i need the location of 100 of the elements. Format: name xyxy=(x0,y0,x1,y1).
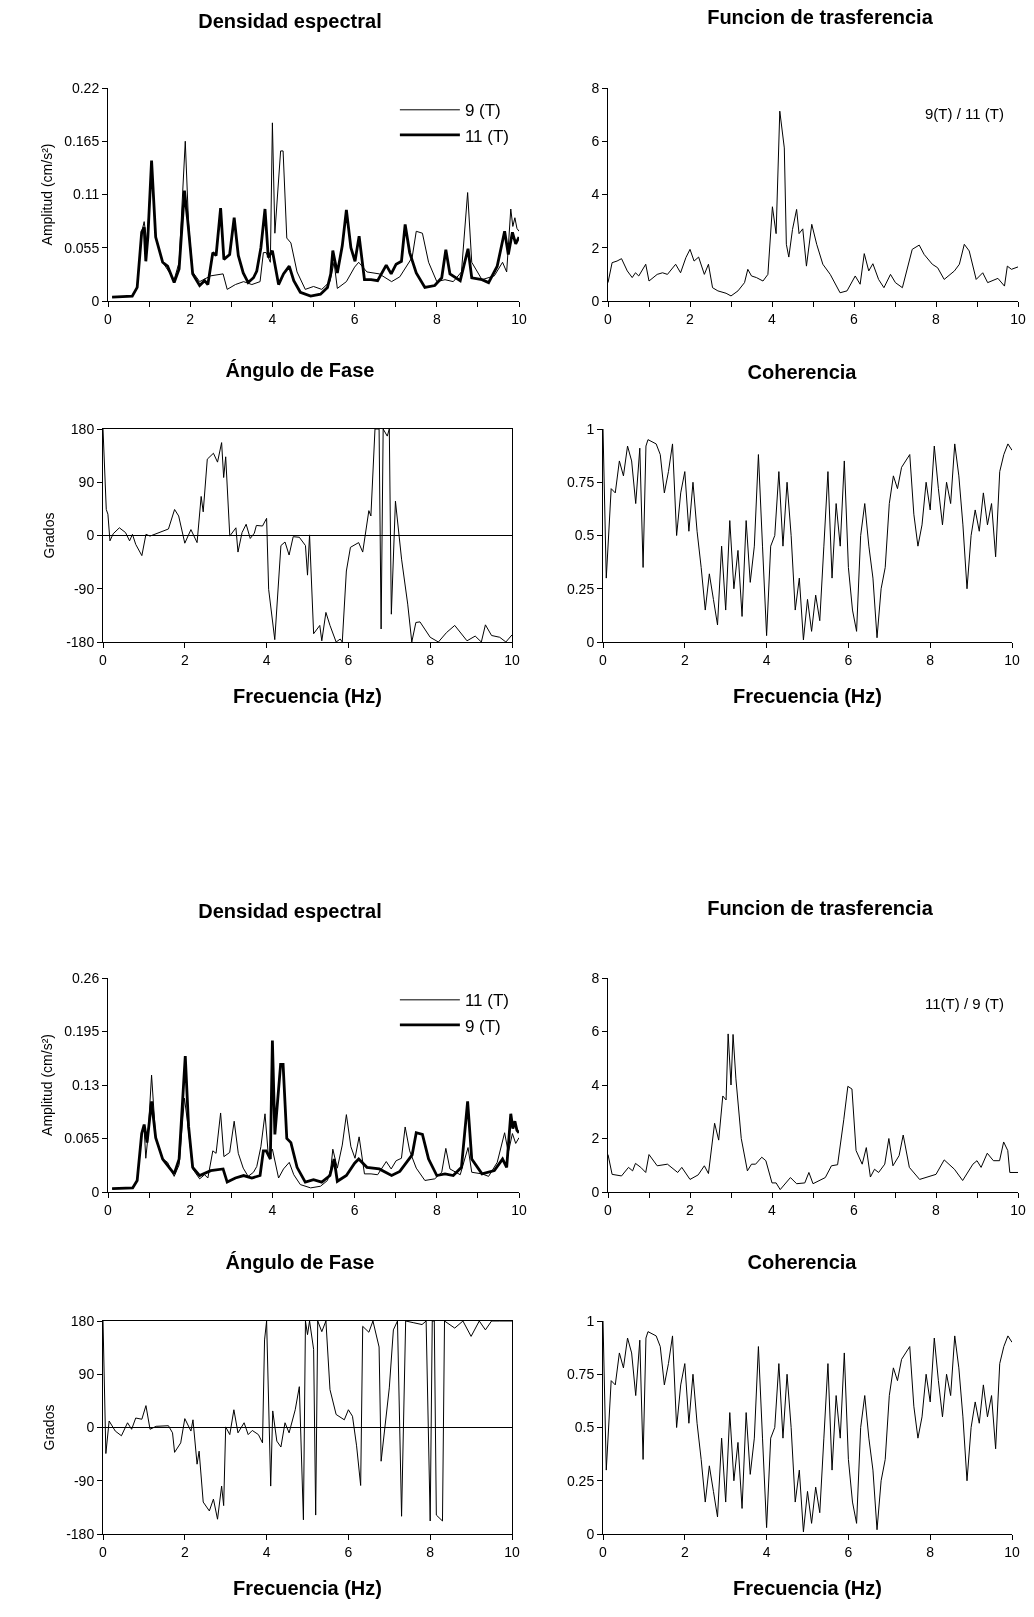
y-tick-label: 4 xyxy=(591,1076,600,1093)
annotation: 11(T) / 9 (T) xyxy=(925,995,1004,1012)
y-tick-label: 180 xyxy=(70,1312,95,1329)
y-tick-label: 0 xyxy=(91,1183,100,1200)
y-tick-label: 0.26 xyxy=(71,969,100,986)
x-tick-label: 4 xyxy=(268,310,277,327)
y-tick-label: 6 xyxy=(591,1023,600,1040)
y-axis-title: Amplitud (cm/s²) xyxy=(38,143,55,246)
y-tick-label: 0 xyxy=(591,292,600,309)
x-tick-label: 4 xyxy=(268,1201,277,1218)
x-tick-label: 10 xyxy=(511,310,527,327)
x-axis-title: Frecuencia (Hz) xyxy=(733,1577,882,1600)
y-tick-label: 0.5 xyxy=(574,527,595,544)
y-tick-label: 0.13 xyxy=(71,1076,100,1093)
x-tick-label: 0 xyxy=(604,1201,613,1218)
y-tick-label: 0.75 xyxy=(566,474,595,491)
x-tick-label: 4 xyxy=(262,1543,271,1560)
x-tick-label: 4 xyxy=(262,651,271,668)
y-tick-label: 0.055 xyxy=(64,239,100,256)
y-tick-label: -180 xyxy=(66,1525,95,1542)
y-tick-label: 8 xyxy=(591,79,600,96)
x-tick-label: 4 xyxy=(768,1201,777,1218)
y-tick-label: 0 xyxy=(586,633,595,650)
x-tick-label: 6 xyxy=(850,1201,859,1218)
y-tick-label: 0 xyxy=(591,1183,600,1200)
x-tick-label: 8 xyxy=(926,1543,935,1560)
y-tick-label: -90 xyxy=(73,580,95,597)
y-tick-label: 0.25 xyxy=(566,580,595,597)
y-tick-label: 0 xyxy=(86,527,95,544)
x-tick-label: 6 xyxy=(344,1543,353,1560)
chart-title: Coherencia xyxy=(747,1251,858,1273)
x-tick-label: 8 xyxy=(432,1201,441,1218)
chart-title: Densidad espectral xyxy=(198,10,382,32)
y-tick-label: 0.5 xyxy=(574,1419,595,1436)
chart-title: Coherencia xyxy=(747,361,858,383)
x-tick-label: 6 xyxy=(844,651,853,668)
legend-label: 9 (T) xyxy=(464,101,501,121)
x-tick-label: 4 xyxy=(768,310,777,327)
x-axis-title: Frecuencia (Hz) xyxy=(233,685,382,708)
y-axis-title: Grados xyxy=(40,512,57,559)
x-tick-label: 2 xyxy=(186,1201,195,1218)
y-tick-label: 0.75 xyxy=(566,1366,595,1383)
y-tick-label: 0.195 xyxy=(64,1023,100,1040)
y-tick-label: 0.165 xyxy=(64,133,100,150)
y-tick-label: 0 xyxy=(86,1419,95,1436)
chart-title: Densidad espectral xyxy=(198,900,382,922)
x-tick-label: 8 xyxy=(426,651,435,668)
x-tick-label: 0 xyxy=(604,310,613,327)
y-tick-label: 4 xyxy=(591,186,600,203)
x-tick-label: 8 xyxy=(932,1201,941,1218)
y-tick-label: 2 xyxy=(591,239,600,256)
annotation: 9(T) / 11 (T) xyxy=(925,105,1004,122)
chart-title: Ángulo de Fase xyxy=(225,1251,375,1273)
x-tick-label: 10 xyxy=(504,651,520,668)
x-tick-label: 10 xyxy=(1010,1201,1026,1218)
x-tick-label: 2 xyxy=(680,651,689,668)
y-axis-title: Amplitud (cm/s²) xyxy=(38,1034,55,1136)
chart-title: Ángulo de Fase xyxy=(225,359,375,381)
x-tick-label: 2 xyxy=(180,1543,189,1560)
x-tick-label: 4 xyxy=(762,651,771,668)
x-tick-label: 6 xyxy=(850,310,859,327)
y-tick-label: 1 xyxy=(586,420,595,437)
y-tick-label: 0.065 xyxy=(64,1130,100,1147)
x-tick-label: 10 xyxy=(1004,1543,1020,1560)
x-axis-title: Frecuencia (Hz) xyxy=(233,1577,382,1600)
legend-label: 9 (T) xyxy=(464,1016,501,1036)
y-tick-label: 1 xyxy=(586,1312,595,1329)
x-tick-label: 10 xyxy=(504,1543,520,1560)
x-tick-label: 6 xyxy=(844,1543,853,1560)
x-tick-label: 8 xyxy=(932,310,941,327)
y-tick-label: 0 xyxy=(586,1525,595,1542)
legend-label: 11 (T) xyxy=(464,126,509,146)
x-tick-label: 6 xyxy=(350,1201,359,1218)
y-tick-label: 90 xyxy=(78,1366,95,1383)
x-tick-label: 2 xyxy=(686,310,695,327)
x-tick-label: 2 xyxy=(180,651,189,668)
y-axis-title: Grados xyxy=(40,1404,57,1451)
y-tick-label: -180 xyxy=(66,633,95,650)
x-tick-label: 0 xyxy=(104,1201,113,1218)
y-tick-label: 0.11 xyxy=(72,186,100,203)
x-tick-label: 0 xyxy=(104,310,113,327)
x-tick-label: 6 xyxy=(350,310,359,327)
x-tick-label: 8 xyxy=(926,651,935,668)
y-tick-label: 0.25 xyxy=(566,1472,595,1489)
chart-title: Funcion de trasferencia xyxy=(707,6,934,28)
y-tick-label: 6 xyxy=(591,133,600,150)
x-tick-label: 8 xyxy=(426,1543,435,1560)
x-axis-title: Frecuencia (Hz) xyxy=(733,685,882,708)
x-tick-label: 10 xyxy=(1010,310,1026,327)
y-tick-label: 2 xyxy=(591,1130,600,1147)
y-tick-label: 180 xyxy=(70,420,95,437)
y-tick-label: 8 xyxy=(591,969,600,986)
y-tick-label: -90 xyxy=(73,1472,95,1489)
chart-title: Funcion de trasferencia xyxy=(707,897,934,919)
y-tick-label: 0 xyxy=(91,292,100,309)
y-tick-label: 90 xyxy=(78,474,95,491)
legend-label: 11 (T) xyxy=(464,991,509,1011)
x-tick-label: 2 xyxy=(186,310,195,327)
x-tick-label: 2 xyxy=(686,1201,695,1218)
x-tick-label: 6 xyxy=(344,651,353,668)
